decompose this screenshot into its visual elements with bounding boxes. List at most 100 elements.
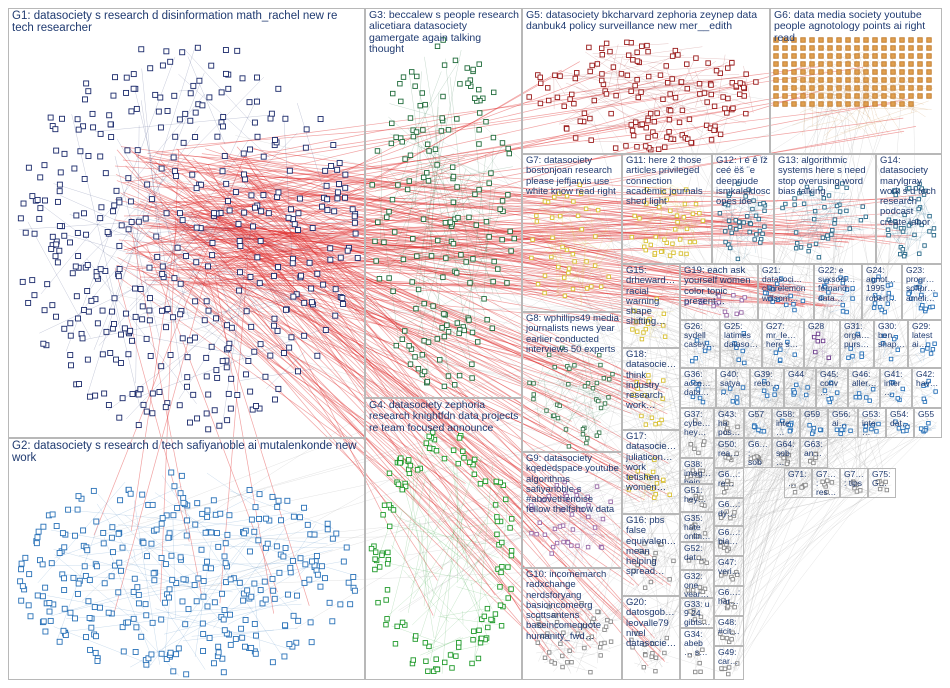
group-panel-g31: G31: orga… purs… [840, 320, 874, 368]
group-label-g67: G7…: res… [816, 469, 837, 498]
group-label-g61: G6…: re… [718, 469, 741, 489]
group-panel-g51: G51: hey… [680, 484, 714, 512]
node-cluster-g9 [529, 479, 613, 561]
node-cluster-g28 [811, 331, 833, 363]
node-cluster-g27 [768, 333, 797, 364]
group-label-g24: G24: agnot… 1995 robert… [866, 265, 897, 303]
group-label-g36: G36: acce… data… [684, 369, 711, 398]
node-cluster-g6 [773, 37, 933, 141]
node-cluster-g46 [853, 381, 876, 403]
node-cluster-g22 [819, 275, 855, 315]
group-panel-g10: G10: incomemarch radxchange nerdsforyang… [522, 568, 622, 680]
group-panel-g1: G1: datasociety s research d disinformat… [8, 8, 365, 438]
node-cluster-g4 [368, 429, 515, 674]
group-panel-g15: G15: drheward… racial warning shape shif… [622, 264, 680, 348]
node-cluster-g13 [780, 181, 869, 260]
group-label-g60: G6…: sob… [748, 439, 768, 468]
group-panel-g59: G59 [800, 408, 828, 438]
group-panel-g70: G75: G… [868, 468, 896, 498]
node-cluster-g11 [629, 180, 706, 259]
node-cluster-g42 [921, 378, 938, 404]
node-cluster-g56 [834, 422, 853, 436]
group-panel-g26: G26: sydell casey… [680, 320, 720, 368]
group-label-g57: G57 [748, 409, 765, 419]
node-cluster-g48 [718, 629, 736, 645]
group-panel-g71: G71: … [784, 468, 812, 498]
group-panel-g37: G37: cybe… hey… [680, 408, 714, 458]
group-label-g15: G15: drheward… racial warning shape shif… [626, 265, 676, 328]
group-label-g3: G3: beccalew s people research alicetiar… [369, 9, 519, 55]
node-cluster-g67 [819, 478, 835, 495]
node-cluster-g14 [883, 181, 937, 259]
group-label-g47: G47: veri… [718, 557, 741, 577]
node-cluster-g49 [719, 660, 740, 677]
group-label-g34: G34: abeb… s… [684, 629, 708, 658]
node-cluster-g45 [822, 380, 842, 405]
group-panel-g8: G8: wphillips49 media journalists news y… [522, 312, 622, 452]
group-label-g62: G6…: dy… [718, 499, 741, 519]
group-label-g58: G58: inte… [776, 409, 795, 438]
group-panel-g52: G52: dat… [680, 542, 714, 570]
node-cluster-g70 [874, 479, 890, 493]
group-panel-g48: G48: #cit… [714, 616, 744, 646]
node-cluster-g25 [732, 331, 754, 366]
group-label-g22: G22: e suxsoni… fernand… data… [818, 265, 856, 303]
group-label-g42: G42: hav… [916, 369, 939, 389]
group-label-g23: G23: progr… softpr… ameli… [906, 265, 936, 303]
node-cluster-g68 [846, 479, 863, 494]
group-panel-g53: G53: inte… [858, 408, 886, 438]
group-panel-g61: G6…: re… [714, 468, 744, 498]
group-panel-g38: G38: imag… bein… [680, 458, 714, 484]
group-label-g19: G19: each ask yourself women color topic… [684, 265, 751, 307]
group-panel-g62: G6…: dy… [714, 498, 744, 526]
group-label-g9: G9: datasociety kqededspace youtube algo… [526, 453, 619, 516]
node-cluster-g8 [527, 340, 615, 449]
node-cluster-g21 [762, 276, 806, 313]
node-cluster-g64 [778, 450, 793, 467]
node-cluster-g44 [791, 380, 810, 404]
group-label-g40: G40: satya… [720, 369, 741, 398]
node-cluster-g20 [629, 630, 672, 674]
group-label-g64: G64: sob… [776, 439, 795, 468]
node-cluster-g34 [687, 640, 705, 675]
group-label-g56: G56: ai… [832, 409, 851, 429]
group-panel-g65: G6…: bia… [714, 526, 744, 556]
node-cluster-g38 [685, 468, 705, 480]
group-panel-g41: G41: inter… [880, 368, 912, 408]
group-panel-g67: G7…: res… [812, 468, 840, 498]
group-panel-g63: G63: an… [800, 438, 828, 468]
group-label-g2: G2: datasociety s research d tech safiya… [12, 440, 357, 465]
group-panel-g54: G54: dat… [886, 408, 914, 438]
group-label-g48: G48: #cit… [718, 617, 740, 637]
group-label-g7: G7: datasociety bostonjoan research plea… [526, 155, 616, 197]
group-label-g10: G10: incomemarch radxchange nerdsforyang… [526, 569, 607, 642]
group-label-g17: G17: datasocie… juliaticon… work tetishe… [626, 431, 677, 494]
group-panel-g12: G12: ì é ê ĭž ceé ëš ¨e deepriude ismkal… [712, 154, 774, 264]
group-panel-g35: G35: hate onlin… [680, 512, 714, 542]
node-cluster-g7 [529, 182, 616, 306]
group-label-g45: G45: conv… [820, 369, 839, 398]
group-panel-g28: G28 [804, 320, 840, 368]
group-label-g71: G71: … [788, 469, 807, 489]
group-label-g25: G25: latimes dataso… [724, 321, 759, 350]
group-label-g55: G55 [918, 409, 935, 419]
group-label-g51: G51: hey… [684, 485, 707, 505]
group-panel-g25: G25: latimes dataso… [720, 320, 762, 368]
node-cluster-g60 [748, 450, 764, 464]
group-label-g65: G6…: bia… [718, 527, 741, 547]
group-panel-g68: G7…: tips [840, 468, 868, 498]
group-label-g46: G46: aller… [852, 369, 877, 389]
group-panel-g66: G6…: har… [714, 586, 744, 616]
group-panel-g19: G19: each ask yourself women color topic… [680, 264, 758, 320]
node-cluster-g54 [892, 419, 910, 434]
group-panel-g45: G45: conv… [816, 368, 848, 408]
group-panel-g11: G11: here 2 those articles privileged co… [622, 154, 712, 264]
group-label-g12: G12: ì é ê ĭž ceé ëš ¨e deepriude ismkal… [716, 155, 771, 207]
group-panel-g39: G39: reco… [750, 368, 784, 408]
node-cluster-g43 [720, 419, 740, 435]
group-label-g1: G1: datasociety s research d disinformat… [12, 10, 338, 35]
node-cluster-g61 [720, 478, 735, 495]
group-panel-g23: G23: progr… softpr… ameli… [902, 264, 942, 320]
group-panel-g18: G18: datasocie… think industry research … [622, 348, 680, 430]
node-cluster-g30 [880, 333, 901, 362]
